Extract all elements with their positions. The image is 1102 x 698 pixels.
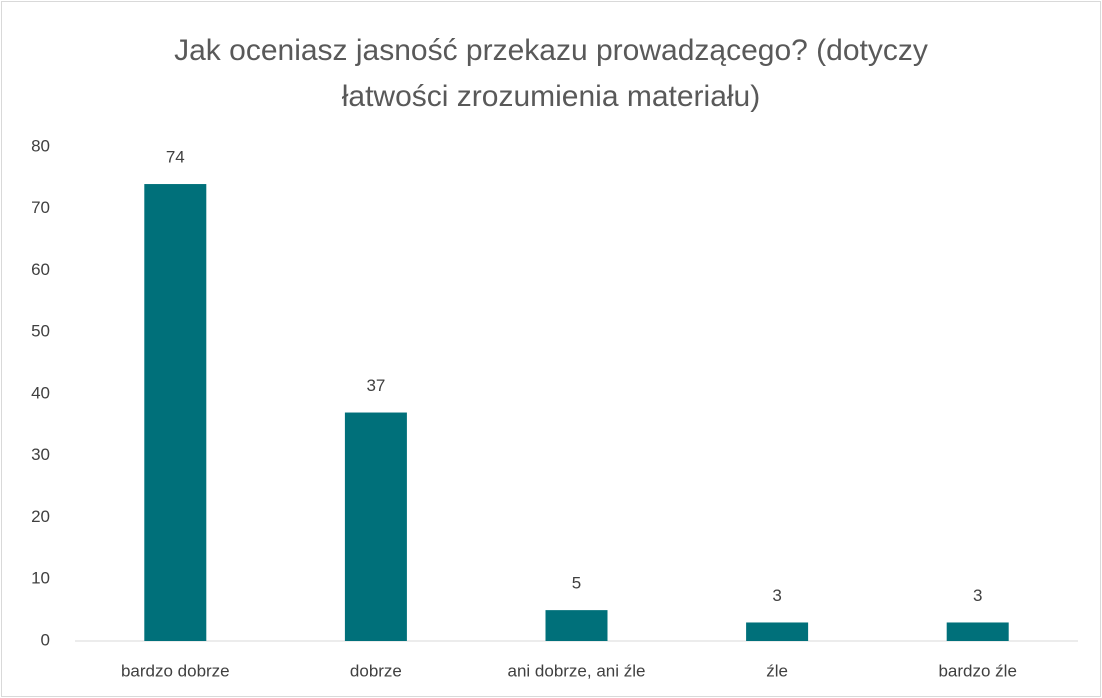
data-label: 37 bbox=[366, 376, 385, 395]
x-tick-label: źle bbox=[766, 661, 788, 680]
bar bbox=[746, 622, 809, 641]
chart-title: Jak oceniasz jasność przekazu prowadzące… bbox=[174, 34, 928, 113]
y-tick-label: 80 bbox=[31, 136, 50, 155]
x-tick-label: bardzo źle bbox=[938, 661, 1016, 680]
bar bbox=[144, 184, 207, 642]
x-tick-label: dobrze bbox=[350, 661, 402, 680]
data-label: 3 bbox=[772, 586, 781, 605]
bar bbox=[545, 610, 608, 641]
data-label: 74 bbox=[166, 148, 185, 167]
y-tick-label: 70 bbox=[31, 198, 50, 217]
x-tick-label: bardzo dobrze bbox=[121, 661, 230, 680]
x-tick-label: ani dobrze, ani źle bbox=[508, 661, 646, 680]
y-tick-label: 60 bbox=[31, 260, 50, 279]
bar bbox=[946, 622, 1009, 641]
y-tick-label: 0 bbox=[41, 630, 50, 649]
bar bbox=[344, 412, 407, 641]
y-tick-label: 40 bbox=[31, 383, 50, 402]
data-label: 3 bbox=[973, 586, 982, 605]
data-label: 5 bbox=[572, 574, 581, 593]
y-tick-label: 30 bbox=[31, 445, 50, 464]
y-tick-label: 20 bbox=[31, 507, 50, 526]
y-tick-label: 50 bbox=[31, 322, 50, 341]
y-tick-label: 10 bbox=[31, 569, 50, 588]
